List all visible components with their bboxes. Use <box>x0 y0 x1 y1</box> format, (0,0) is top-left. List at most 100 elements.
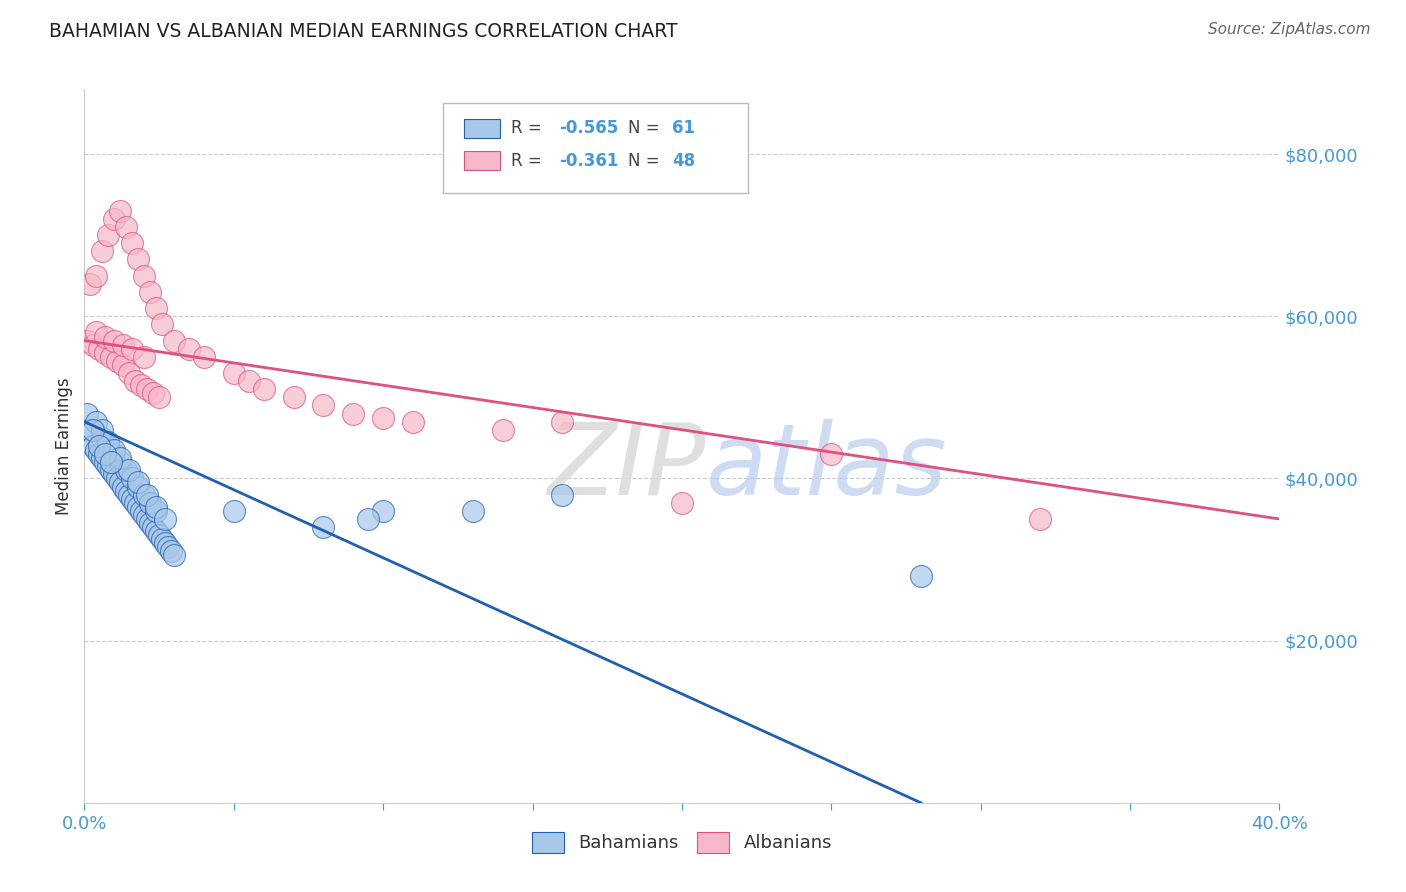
Point <box>145 524 167 538</box>
Point <box>222 504 245 518</box>
Point <box>103 443 125 458</box>
Point <box>89 439 111 453</box>
Point <box>127 500 149 514</box>
Point <box>142 520 165 534</box>
Text: -0.361: -0.361 <box>558 152 619 169</box>
Point <box>129 378 152 392</box>
Point <box>110 451 132 466</box>
Point <box>461 504 484 518</box>
Point <box>157 541 180 555</box>
Text: R =: R = <box>510 152 547 169</box>
FancyBboxPatch shape <box>464 151 501 170</box>
Point <box>373 410 395 425</box>
Point <box>150 533 173 547</box>
Point <box>127 252 149 267</box>
Point <box>103 211 125 226</box>
Point <box>97 434 120 449</box>
Point <box>121 471 143 485</box>
Point <box>100 455 122 469</box>
Point <box>551 488 574 502</box>
Legend: Bahamians, Albanians: Bahamians, Albanians <box>523 822 841 862</box>
Point <box>89 342 111 356</box>
Text: ZIP: ZIP <box>547 419 706 516</box>
Point <box>148 390 170 404</box>
Point <box>551 415 574 429</box>
Point <box>94 329 117 343</box>
Point <box>86 415 108 429</box>
Point <box>124 374 146 388</box>
Point <box>139 516 162 530</box>
Point <box>86 326 108 340</box>
Point <box>145 500 167 514</box>
Point <box>97 459 120 474</box>
Point <box>492 423 515 437</box>
Point <box>97 228 120 243</box>
Point <box>94 455 117 469</box>
Point <box>110 475 132 490</box>
Y-axis label: Median Earnings: Median Earnings <box>55 377 73 515</box>
Point <box>238 374 260 388</box>
Text: -0.565: -0.565 <box>558 120 619 137</box>
Point <box>910 568 932 582</box>
Point <box>94 345 117 359</box>
Point <box>103 334 125 348</box>
Text: BAHAMIAN VS ALBANIAN MEDIAN EARNINGS CORRELATION CHART: BAHAMIAN VS ALBANIAN MEDIAN EARNINGS COR… <box>49 22 678 41</box>
Point <box>76 407 98 421</box>
Point <box>110 455 132 469</box>
Point <box>127 479 149 493</box>
Point <box>86 268 108 283</box>
Point <box>671 496 693 510</box>
Point <box>97 439 120 453</box>
Point <box>103 467 125 482</box>
Point <box>86 443 108 458</box>
Point <box>100 350 122 364</box>
Point <box>132 350 156 364</box>
Point <box>145 504 167 518</box>
Point <box>121 236 143 251</box>
Point <box>112 358 135 372</box>
FancyBboxPatch shape <box>443 103 748 193</box>
Point <box>91 431 114 445</box>
Text: R =: R = <box>510 120 547 137</box>
Point <box>91 244 114 259</box>
Point <box>118 488 141 502</box>
Point <box>91 451 114 466</box>
Point <box>357 512 380 526</box>
Point <box>153 536 176 550</box>
Point <box>283 390 305 404</box>
Point <box>163 549 186 563</box>
Point <box>112 337 135 351</box>
Point <box>136 488 159 502</box>
Text: N =: N = <box>628 120 665 137</box>
Point <box>148 528 170 542</box>
Point <box>79 277 101 291</box>
Point <box>124 496 146 510</box>
Text: 61: 61 <box>672 120 696 137</box>
Point <box>91 423 114 437</box>
Point <box>115 483 138 498</box>
Point <box>142 386 165 401</box>
Point <box>121 342 143 356</box>
Text: Source: ZipAtlas.com: Source: ZipAtlas.com <box>1208 22 1371 37</box>
Point <box>103 447 125 461</box>
Point <box>145 301 167 315</box>
Text: N =: N = <box>628 152 665 169</box>
Point <box>115 463 138 477</box>
Point <box>312 399 335 413</box>
Point <box>402 415 425 429</box>
Point <box>100 463 122 477</box>
Point <box>136 382 159 396</box>
Point <box>820 447 842 461</box>
Point <box>139 285 162 299</box>
Point <box>163 334 186 348</box>
Point <box>105 354 128 368</box>
Point <box>342 407 364 421</box>
Point <box>118 463 141 477</box>
Point <box>177 342 200 356</box>
Point <box>193 350 215 364</box>
Point <box>82 439 104 453</box>
FancyBboxPatch shape <box>464 119 501 138</box>
Point <box>253 382 276 396</box>
Point <box>89 447 111 461</box>
Point <box>112 479 135 493</box>
